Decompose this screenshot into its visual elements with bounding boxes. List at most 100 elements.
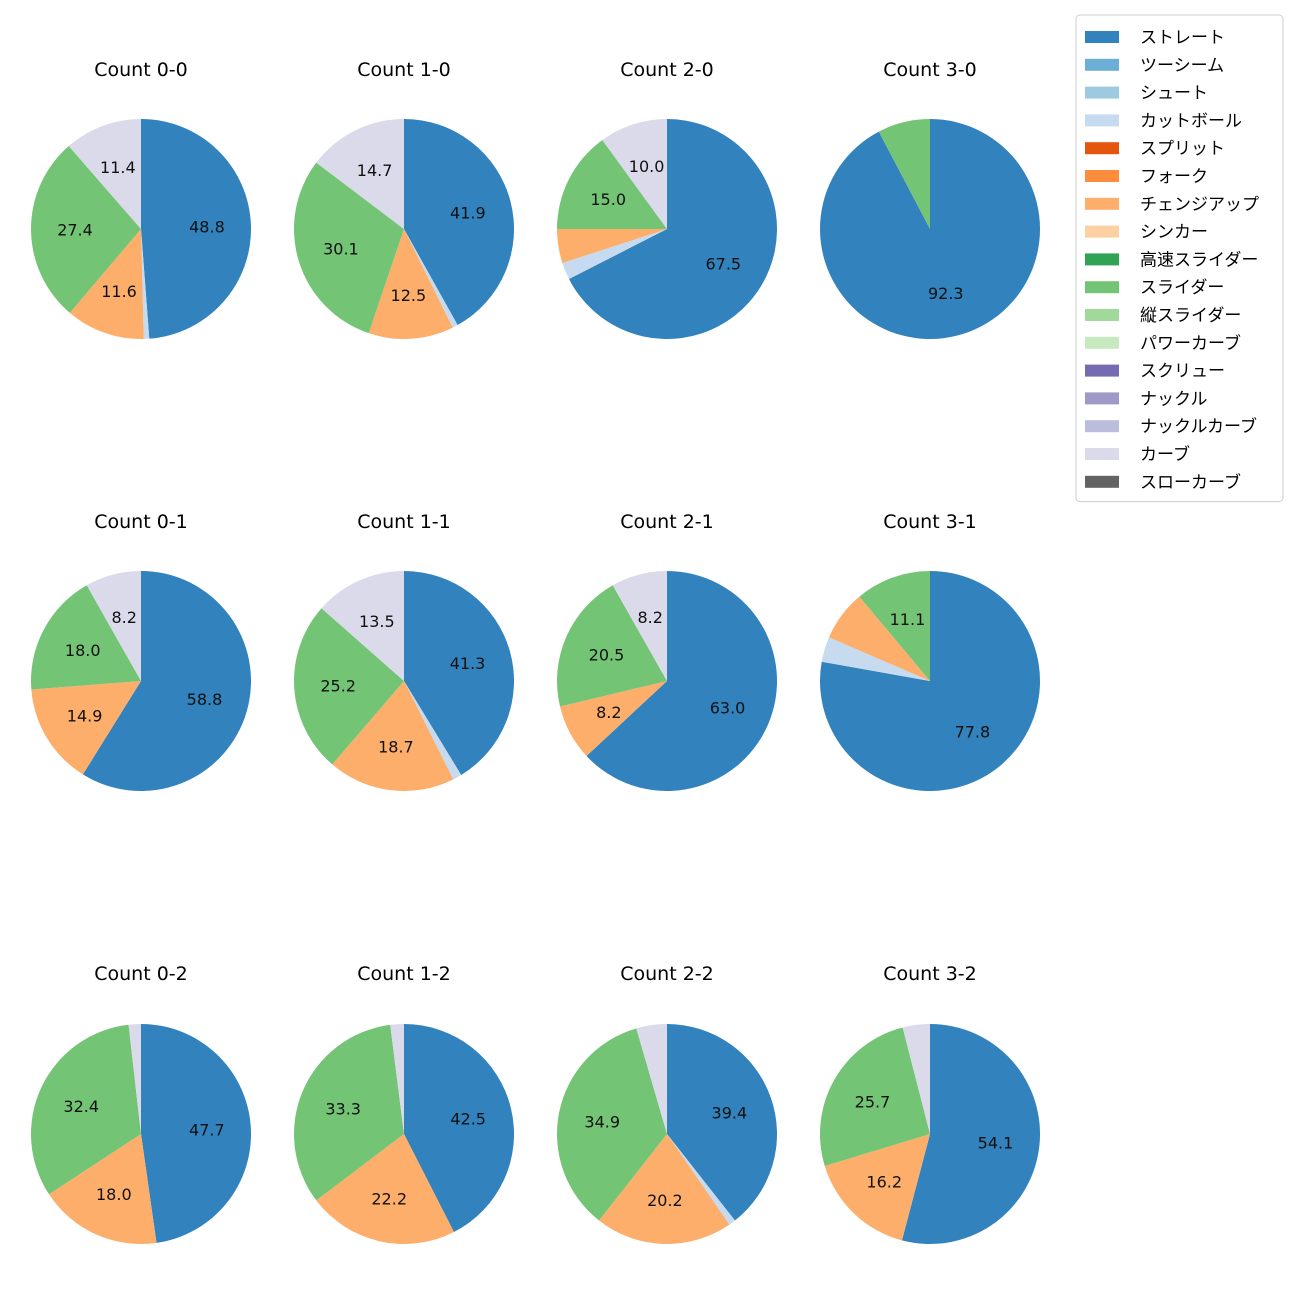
pie-slice-0 — [141, 119, 251, 339]
slice-value-label: 18.7 — [378, 738, 414, 757]
slice-value-label: 22.2 — [371, 1189, 407, 1208]
legend-swatch — [1085, 364, 1119, 377]
legend-swatch — [1085, 86, 1119, 99]
legend-label: チェンジアップ — [1140, 195, 1259, 215]
pie-slice-4 — [602, 119, 667, 229]
pie-slice-1 — [141, 229, 150, 339]
slice-value-label: 27.4 — [57, 220, 93, 239]
pie-slice-4 — [321, 571, 404, 681]
pie-slice-0 — [404, 571, 514, 775]
pie-slice-0 — [819, 119, 1040, 339]
pie-title: Count 2-0 — [620, 59, 714, 81]
legend-label: スプリット — [1140, 139, 1225, 159]
slice-value-label: 39.4 — [712, 1103, 748, 1122]
legend-label: 高速スライダー — [1140, 250, 1258, 270]
legend-label: ストレート — [1140, 28, 1225, 48]
slice-value-label: 67.5 — [705, 254, 741, 273]
legend: ストレートツーシームシュートカットボールスプリットフォークチェンジアップシンカー… — [1075, 14, 1284, 503]
pie-slice-3 — [390, 1024, 404, 1134]
pie-slice-0 — [901, 1024, 1041, 1244]
pie-slice-0 — [404, 1024, 514, 1233]
pie-slice-4 — [636, 1024, 667, 1134]
legend-label: スライダー — [1140, 278, 1224, 298]
pie-slice-2 — [31, 585, 142, 690]
pie-slice-3 — [31, 146, 142, 313]
legend-swatch — [1085, 197, 1119, 210]
legend-swatch — [1085, 448, 1119, 460]
pie-count-3-0: Count 3-0 92.3 — [819, 59, 1040, 339]
legend-swatch — [1085, 420, 1119, 433]
slice-value-label: 42.5 — [450, 1110, 486, 1129]
pie-slice-3 — [859, 571, 930, 681]
pie-count-2-2: Count 2-2 39.4 20.2 34.9 — [557, 963, 777, 1244]
pie-count-0-1: Count 0-1 58.8 14.9 18.0 8.2 — [31, 511, 252, 791]
pie-slice-3 — [902, 1024, 930, 1134]
pie-slice-2 — [293, 1024, 404, 1201]
slice-value-label: 15.0 — [590, 190, 626, 209]
pie-title: Count 1-2 — [357, 963, 451, 985]
pie-slice-3 — [557, 1028, 667, 1221]
legend-swatch — [1085, 114, 1119, 127]
legend-label: スローカーブ — [1140, 472, 1241, 493]
pie-slice-1 — [404, 681, 462, 780]
pie-slice-2 — [557, 585, 667, 707]
pie-slice-2 — [829, 596, 930, 681]
slice-value-label: 8.2 — [111, 608, 136, 627]
slice-value-label: 20.2 — [647, 1191, 683, 1210]
legend-label: カーブ — [1140, 444, 1190, 465]
pie-slice-4 — [316, 119, 404, 229]
pie-count-2-0: Count 2-0 67.5 15.010.0 — [557, 59, 777, 339]
pie-slice-2 — [557, 229, 667, 263]
slice-value-label: 11.1 — [890, 610, 926, 629]
pie-count-1-1: Count 1-1 41.3 18.7 25.2 13.5 — [294, 511, 514, 791]
pie-title: Count 0-2 — [94, 963, 188, 985]
slice-value-label: 92.3 — [928, 284, 964, 303]
legend-label: フォーク — [1140, 167, 1208, 187]
slice-value-label: 25.2 — [320, 677, 356, 696]
legend-label: カットボール — [1140, 111, 1242, 131]
legend-swatch — [1085, 170, 1119, 182]
pie-count-1-2: Count 1-2 42.5 22.2 33.3 — [293, 963, 514, 1244]
legend-swatch — [1085, 309, 1119, 321]
slice-value-label: 47.7 — [189, 1120, 225, 1139]
pie-slice-1 — [667, 1134, 735, 1225]
slice-value-label: 14.7 — [357, 161, 393, 180]
pie-slice-1 — [878, 119, 930, 229]
pie-slice-2 — [332, 681, 454, 791]
pie-title: Count 2-2 — [620, 963, 714, 985]
slice-value-label: 33.3 — [325, 1099, 361, 1118]
slice-value-label: 41.9 — [450, 203, 486, 222]
pie-slice-3 — [128, 1024, 141, 1134]
slice-value-label: 54.1 — [978, 1133, 1014, 1152]
legend-label: シュート — [1140, 84, 1208, 104]
slice-value-label: 8.2 — [637, 608, 662, 627]
pie-slice-0 — [141, 1024, 251, 1243]
pie-count-0-2: Count 0-2 47.7 18.0 32.4 — [30, 963, 251, 1244]
legend-swatch — [1085, 58, 1119, 71]
legend-swatch — [1085, 392, 1119, 405]
pie-count-3-2: Count 3-2 54.1 16.2 25.7 — [820, 963, 1041, 1244]
slice-value-label: 18.0 — [65, 641, 101, 660]
pie-slice-3 — [86, 571, 141, 681]
legend-frame — [1075, 14, 1284, 503]
slice-value-label: 32.4 — [63, 1097, 99, 1116]
slice-value-label: 25.7 — [855, 1093, 891, 1112]
pie-title: Count 3-2 — [883, 963, 977, 985]
pie-slice-1 — [562, 229, 667, 279]
slice-value-label: 20.5 — [589, 646, 625, 665]
pie-slice-0 — [82, 571, 252, 791]
pie-charts: Count 0-0 48.8 11.6 27.4 11.4 Count 1-0 41.9 12… — [30, 59, 1041, 1244]
slice-value-label: 30.1 — [323, 239, 359, 258]
legend-swatch — [1085, 142, 1119, 155]
pie-slice-1 — [49, 1134, 157, 1244]
pie-slice-3 — [293, 162, 404, 334]
pie-count-0-0: Count 0-0 48.8 11.6 27.4 11.4 — [31, 59, 251, 339]
slice-value-label: 48.8 — [189, 218, 225, 237]
slice-value-label: 14.9 — [67, 706, 103, 725]
pie-slice-0 — [404, 119, 514, 326]
legend-label: パワーカーブ — [1140, 333, 1241, 354]
legend-label: スクリュー — [1140, 362, 1225, 382]
legend-label: ナックル — [1140, 389, 1208, 409]
pie-slice-3 — [557, 140, 667, 229]
